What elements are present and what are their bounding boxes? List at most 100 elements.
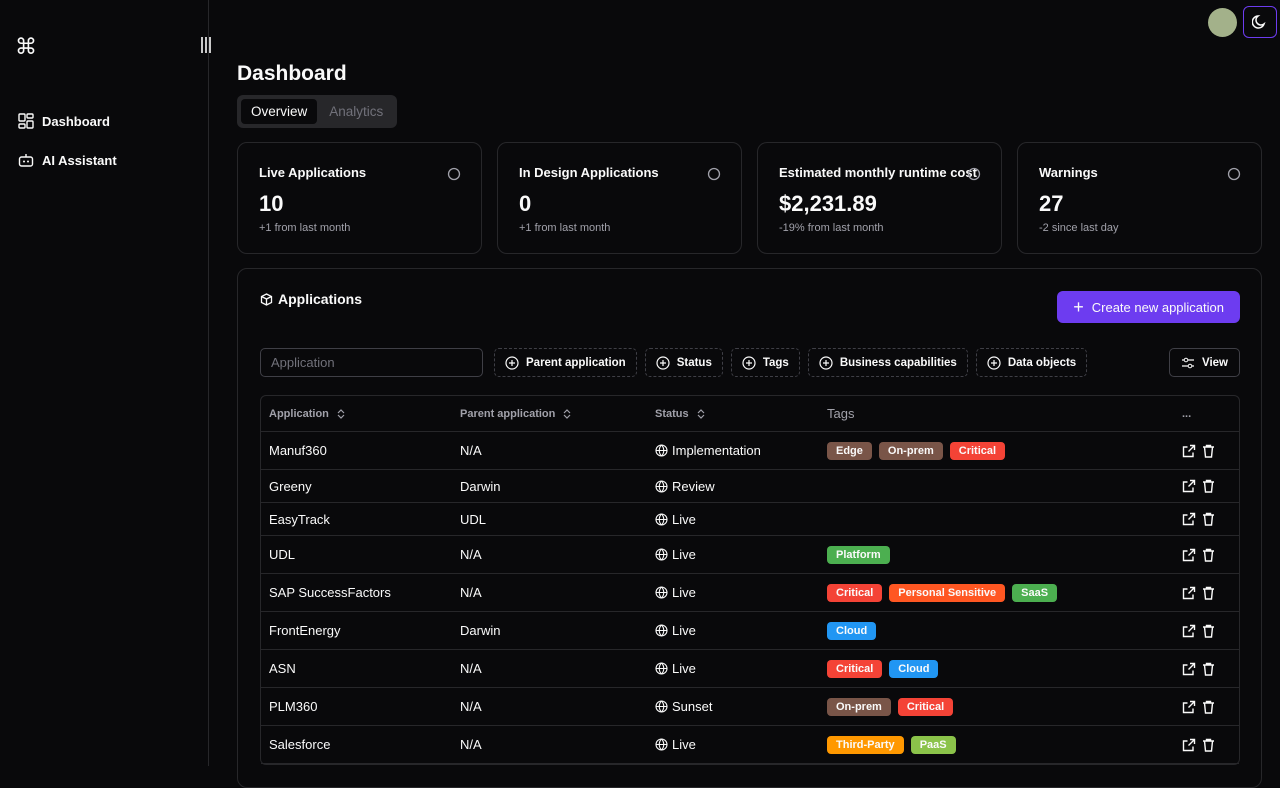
- delete-icon[interactable]: [1202, 479, 1215, 493]
- status: Live: [655, 661, 696, 676]
- panel-title: Applications: [260, 291, 362, 307]
- filter-button[interactable]: Tags: [730, 348, 800, 377]
- tags: Platform: [827, 545, 890, 564]
- delete-icon[interactable]: [1202, 444, 1215, 458]
- column-label: ...: [1182, 407, 1192, 420]
- tab[interactable]: Overview: [241, 99, 318, 124]
- sort-icon[interactable]: [563, 408, 571, 419]
- edit-icon[interactable]: [1182, 700, 1196, 714]
- column-label: Tags: [827, 406, 855, 421]
- nav-icon: [18, 152, 34, 168]
- sort-icon[interactable]: [697, 408, 705, 419]
- edit-icon[interactable]: [1182, 479, 1196, 493]
- filter-icon: [819, 355, 833, 370]
- stat-note: -19% from last month: [779, 222, 884, 234]
- view-label: View: [1202, 356, 1228, 369]
- delete-icon[interactable]: [1202, 548, 1215, 562]
- filter-label: Tags: [762, 356, 789, 369]
- edit-icon[interactable]: [1182, 548, 1196, 562]
- actions: [1182, 738, 1215, 752]
- collapse-toggle[interactable]: [200, 36, 214, 54]
- table-row[interactable]: ASN N/A Live Critical Cloud: [261, 650, 1239, 688]
- app-name: Salesforce: [269, 737, 331, 752]
- tag: Critical: [827, 583, 883, 602]
- actions: [1182, 624, 1215, 638]
- filter-button[interactable]: Business capabilities: [807, 348, 968, 377]
- status: Implementation: [655, 443, 761, 458]
- create-button-label: Create new application: [1091, 299, 1224, 315]
- avatar[interactable]: [1208, 8, 1237, 37]
- tab[interactable]: Analytics: [329, 104, 384, 119]
- column-label: Application: [269, 407, 329, 420]
- status-icon: [655, 700, 668, 713]
- status-label: Live: [672, 585, 696, 600]
- table-row[interactable]: Greeny Darwin Review: [261, 470, 1239, 503]
- status: Live: [655, 737, 696, 752]
- filter-button[interactable]: Parent application: [494, 348, 637, 377]
- tags: On-prem Critical: [827, 697, 954, 716]
- theme-toggle[interactable]: [1243, 6, 1277, 38]
- delete-icon[interactable]: [1202, 512, 1215, 526]
- filter-label: Business capabilities: [839, 356, 957, 369]
- table-row[interactable]: FrontEnergy Darwin Live Cloud: [261, 612, 1239, 650]
- column-header[interactable]: Status: [655, 408, 705, 420]
- tag: Edge: [827, 441, 872, 460]
- stat-label: In Design Applications: [519, 165, 659, 180]
- table-row[interactable]: EasyTrack UDL Live: [261, 503, 1239, 536]
- actions: [1182, 444, 1215, 458]
- tags: Critical Cloud: [827, 659, 939, 678]
- delete-icon[interactable]: [1202, 662, 1215, 676]
- delete-icon[interactable]: [1202, 624, 1215, 638]
- edit-icon[interactable]: [1182, 662, 1196, 676]
- table-row[interactable]: UDL N/A Live Platform: [261, 536, 1239, 574]
- status-label: Implementation: [672, 443, 761, 458]
- actions: [1182, 700, 1215, 714]
- table-row[interactable]: Manuf360 N/A Implementation Edge On-prem Crit…: [261, 432, 1239, 470]
- edit-icon[interactable]: [1182, 586, 1196, 600]
- tag: Cloud: [889, 659, 939, 678]
- app-name: ASN: [269, 661, 296, 676]
- column-header: Tags: [827, 406, 854, 421]
- stat-note: +1 from last month: [259, 222, 351, 234]
- actions: [1182, 512, 1215, 526]
- column-header[interactable]: Parent application: [460, 408, 571, 420]
- parent-app: N/A: [460, 443, 482, 458]
- table-row[interactable]: SAP SuccessFactors N/A Live Critical Persona…: [261, 574, 1239, 612]
- app-name: SAP SuccessFactors: [269, 585, 391, 600]
- filter-icon: [987, 355, 1001, 370]
- tag: Critical: [897, 697, 954, 716]
- tag: Critical: [949, 441, 1006, 460]
- edit-icon[interactable]: [1182, 738, 1196, 752]
- stat-label: Warnings: [1039, 165, 1098, 180]
- nav-item[interactable]: Dashboard: [18, 113, 110, 129]
- delete-icon[interactable]: [1202, 738, 1215, 752]
- status-label: Live: [672, 547, 696, 562]
- edit-icon[interactable]: [1182, 444, 1196, 458]
- logo[interactable]: ⌘: [15, 34, 37, 59]
- sort-icon[interactable]: [337, 408, 345, 419]
- status-label: Review: [672, 478, 715, 494]
- view-button[interactable]: View: [1169, 348, 1240, 377]
- search-input[interactable]: Application: [260, 348, 483, 377]
- delete-icon[interactable]: [1202, 700, 1215, 714]
- actions: [1182, 479, 1215, 493]
- edit-icon[interactable]: [1182, 624, 1196, 638]
- sidebar: ⌘ Dashboard AI Assistant: [0, 0, 211, 766]
- edit-icon[interactable]: [1182, 512, 1196, 526]
- filter-button[interactable]: Status: [644, 348, 723, 377]
- table-row[interactable]: PLM360 N/A Sunset On-prem Critical: [261, 688, 1239, 726]
- create-button[interactable]: + Create new application: [1057, 291, 1240, 323]
- stat-value: 0: [519, 191, 532, 216]
- tag: Personal Sensitive: [889, 583, 1006, 602]
- status-icon: [655, 444, 668, 457]
- status-label: Live: [672, 623, 696, 638]
- column-header[interactable]: Application: [269, 408, 345, 420]
- table-row[interactable]: Salesforce N/A Live Third-Party PaaS: [261, 726, 1239, 764]
- filter-button[interactable]: Data objects: [975, 348, 1088, 377]
- app-name: Greeny: [269, 478, 312, 494]
- delete-icon[interactable]: [1202, 586, 1215, 600]
- nav-item[interactable]: AI Assistant: [18, 152, 117, 168]
- filter-icon: [505, 355, 519, 370]
- table-header: Application Parent application Status Tags.…: [261, 396, 1239, 432]
- stat-card: Warnings 27 -2 since last day: [1017, 142, 1262, 254]
